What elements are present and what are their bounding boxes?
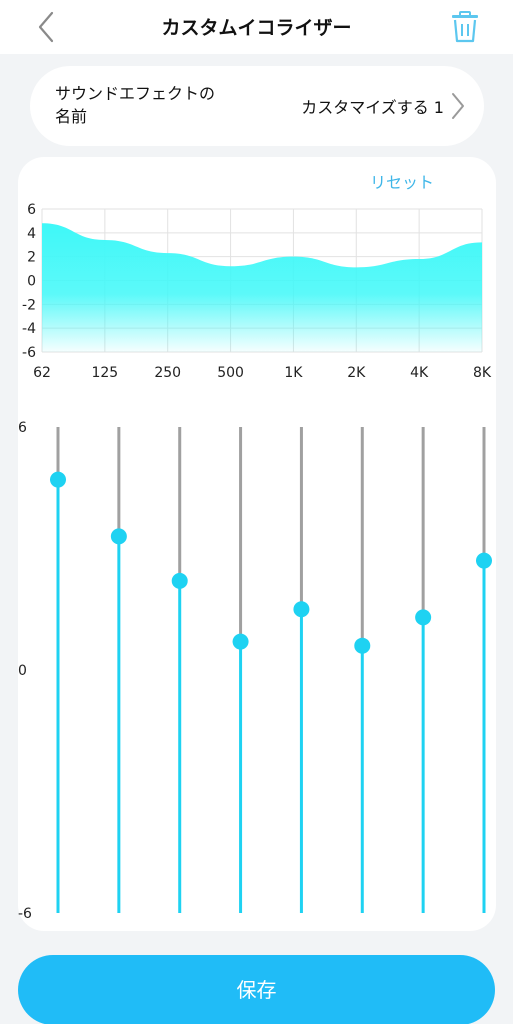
chevron-left-icon: [38, 11, 54, 43]
delete-button[interactable]: [448, 10, 482, 44]
y-tick-label: -2: [22, 297, 36, 313]
sound-effect-label: サウンドエフェクトの名前: [55, 84, 216, 126]
slider-knob[interactable]: [293, 601, 310, 618]
x-tick-label: 62: [33, 365, 51, 381]
eq-slider-62[interactable]: [50, 427, 66, 913]
y-tick-label: 0: [27, 274, 36, 290]
slider-knob[interactable]: [171, 572, 188, 589]
eq-slider-125[interactable]: [110, 427, 127, 913]
x-tick-label: 125: [91, 365, 118, 381]
sound-effect-value: カスタマイズする 1: [301, 98, 444, 117]
sound-effect-name-row[interactable]: サウンドエフェクトの名前 カスタマイズする 1: [30, 66, 484, 146]
x-tick-label: 2K: [347, 365, 366, 381]
x-tick-label: 250: [154, 365, 181, 381]
slider-scale-label: 0: [18, 663, 27, 679]
x-tick-label: 8K: [473, 365, 492, 381]
slider-knob[interactable]: [110, 528, 127, 545]
y-tick-label: 2: [27, 250, 36, 266]
eq-slider-8K[interactable]: [476, 427, 492, 913]
slider-knob[interactable]: [476, 552, 492, 569]
eq-curve-area: [42, 223, 482, 352]
equalizer-card: 6 4 2 0 -2 -4 -6 62 125 250 500 1K 2K 4K 8K リセット 6 0 -6: [18, 157, 496, 931]
reset-button[interactable]: リセット: [370, 173, 435, 192]
x-tick-label: 500: [217, 365, 244, 381]
y-tick-label: -4: [22, 321, 36, 337]
eq-slider-2K[interactable]: [354, 427, 371, 913]
save-button[interactable]: 保存: [18, 955, 495, 1024]
slider-scale-label: -6: [18, 906, 32, 922]
eq-curve-chart: 6 4 2 0 -2 -4 -6 62 125 250 500 1K 2K 4K 8K: [22, 202, 492, 381]
page-title: カスタムイコライザー: [161, 17, 352, 39]
header-bar: カスタムイコライザー: [0, 0, 513, 54]
eq-slider-4K[interactable]: [415, 427, 432, 913]
y-tick-label: -6: [22, 345, 36, 361]
x-tick-label: 1K: [284, 365, 303, 381]
trash-icon: [452, 11, 478, 43]
slider-knob[interactable]: [50, 471, 66, 488]
y-tick-label: 4: [27, 226, 36, 242]
slider-knob[interactable]: [415, 609, 432, 626]
x-tick-label: 4K: [410, 365, 429, 381]
eq-slider-250[interactable]: [171, 427, 188, 913]
slider-scale-label: 6: [18, 420, 27, 436]
back-button[interactable]: [32, 10, 62, 44]
y-tick-label: 6: [27, 202, 36, 218]
slider-knob[interactable]: [354, 637, 371, 654]
slider-knob[interactable]: [232, 633, 249, 650]
eq-sliders: 6 0 -6: [18, 420, 492, 922]
chevron-right-icon: [452, 93, 464, 119]
eq-slider-500[interactable]: [232, 427, 249, 913]
eq-slider-1K[interactable]: [293, 427, 310, 913]
